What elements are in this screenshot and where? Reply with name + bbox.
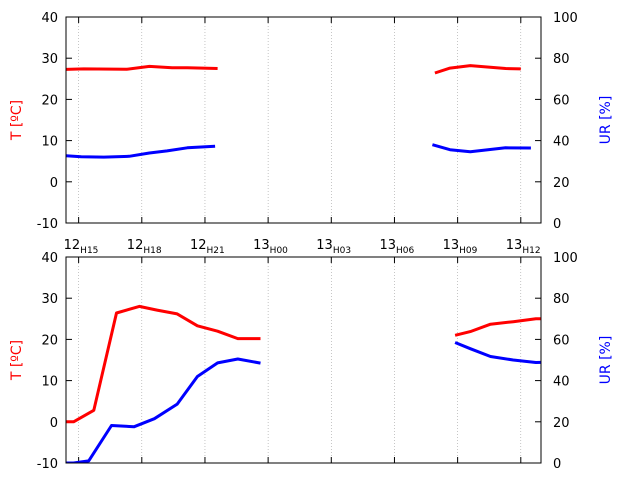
y-left-tick-label: 10 (41, 375, 58, 390)
temperature-line (434, 64, 521, 75)
plot-frame (65, 256, 542, 464)
x-tick-label: 13H12 (506, 238, 541, 256)
y-right-tick-label: 40 (553, 375, 570, 390)
y-right-tick-label: 100 (553, 11, 578, 26)
y-left-tick-label: 10 (41, 135, 58, 150)
y-left-tick-label: 30 (41, 292, 58, 307)
y-right-tick-label: 60 (553, 93, 570, 108)
y-right-tick-label: 100 (553, 251, 578, 266)
x-tick-label: 13H06 (379, 238, 414, 256)
x-tick-label: 12H18 (127, 238, 162, 256)
temperature-humidity-chart-top: 12H15 12H18 12H21 13H00 13H03 13H06 13H09 13H12… (9, 11, 614, 256)
y-left-tick-label: 40 (41, 11, 58, 26)
temperature-line (66, 64, 218, 71)
y-right-tick-label: 20 (553, 176, 570, 191)
temperature-humidity-chart-bottom: -10 0 10 20 30 40 0 20 40 60 80 100 T [ºC] UR [%] (9, 251, 614, 472)
humidity-line (454, 341, 541, 364)
x-tick-label: 12H15 (64, 238, 99, 256)
y-left-axis-label: T [ºC] (9, 100, 25, 141)
humidity-line (66, 357, 261, 463)
y-left-tick-label: -10 (37, 217, 58, 232)
y-left-tick-label: -10 (37, 457, 58, 472)
temperature-line (454, 317, 541, 337)
x-tick-label: 13H00 (253, 238, 288, 256)
y-left-tick-label: 0 (50, 416, 58, 431)
y-left-tick-label: 20 (41, 333, 58, 348)
y-right-tick-label: 40 (553, 135, 570, 150)
y-right-axis-label: UR [%] (598, 336, 614, 385)
humidity-line (66, 144, 216, 159)
y-right-tick-label: 80 (553, 292, 570, 307)
humidity-line (431, 143, 531, 154)
temperature-line (66, 304, 261, 424)
x-tick-label: 12H21 (190, 238, 225, 256)
y-right-tick-label: 60 (553, 333, 570, 348)
y-right-axis-label: UR [%] (598, 96, 614, 145)
y-right-tick-label: 20 (553, 416, 570, 431)
y-right-tick-label: 0 (553, 217, 561, 232)
plot-frame (65, 16, 542, 224)
y-left-tick-label: 40 (41, 251, 58, 266)
y-left-tick-label: 0 (50, 176, 58, 191)
y-left-axis-label: T [ºC] (9, 340, 25, 381)
y-right-tick-label: 80 (553, 52, 570, 67)
y-left-tick-label: 30 (41, 52, 58, 67)
y-right-tick-label: 0 (553, 457, 561, 472)
y-left-tick-label: 20 (41, 93, 58, 108)
x-tick-label: 13H09 (443, 238, 478, 256)
x-tick-label: 13H03 (316, 238, 351, 256)
